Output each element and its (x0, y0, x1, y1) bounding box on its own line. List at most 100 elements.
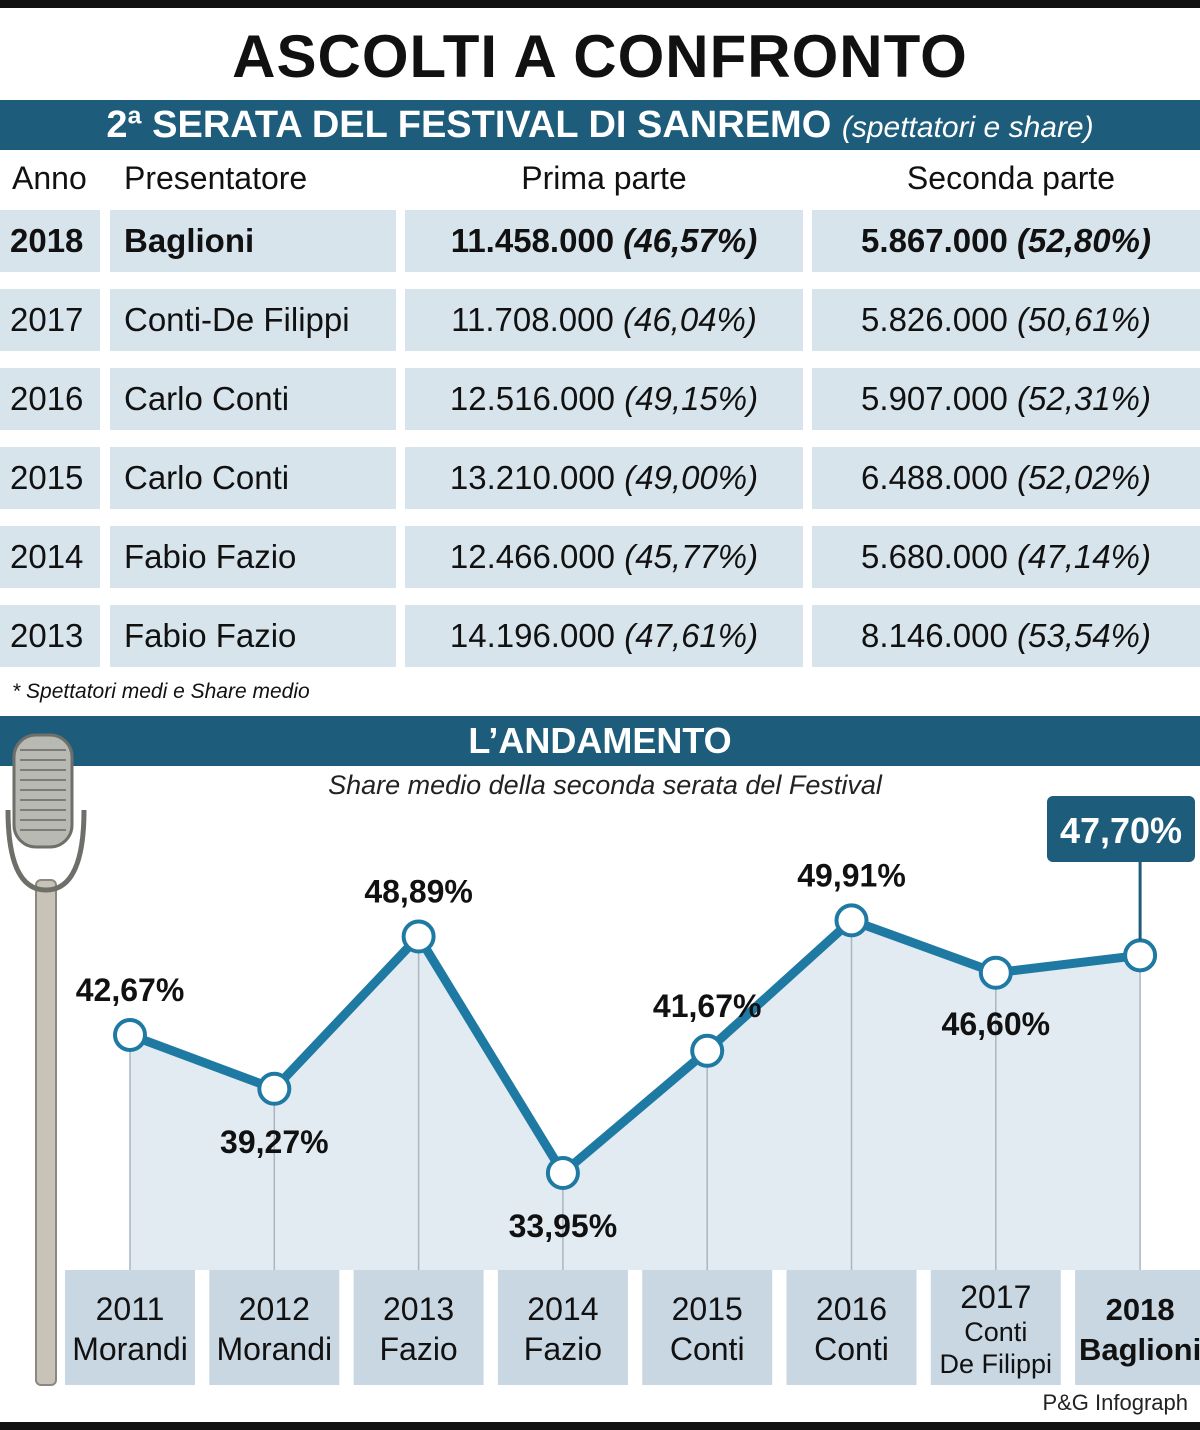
chart-subtitle: Share medio della seconda serata del Fes… (328, 770, 882, 800)
col-header-seconda: Seconda parte (906, 160, 1116, 196)
cell-seconda-parte: 8.146.000 (53,54%) (812, 605, 1200, 667)
cell-seconda-parte: 5.907.000 (52,31%) (812, 368, 1200, 430)
bottom-rule (0, 1422, 1200, 1430)
data-point (113, 1017, 147, 1052)
mic-stand (35, 879, 57, 1386)
seconda-share: (53,54%) (1017, 617, 1151, 654)
category-label: 2015 (672, 1291, 743, 1327)
cell-presentatore: Fabio Fazio (110, 526, 396, 588)
category-box (497, 1270, 628, 1385)
cell-seconda-parte: 5.867.000 (52,80%) (812, 210, 1200, 272)
cell-anno: 2016 (0, 368, 100, 430)
seconda-spettatori: 5.680.000 (861, 538, 1008, 575)
col-header-presentatore: Presentatore (124, 160, 308, 196)
category-label: Morandi (72, 1331, 188, 1367)
data-label: 46,60% (942, 1006, 1051, 1042)
cell-anno: 2013 (0, 605, 100, 667)
seconda-share: (52,80%) (1017, 222, 1151, 259)
data-label: 39,27% (220, 1124, 329, 1160)
data-point (401, 919, 436, 954)
cell-seconda-parte: 5.826.000 (50,61%) (812, 289, 1200, 351)
data-point (690, 1033, 725, 1068)
series-line (128, 915, 1141, 1178)
category-box (1075, 1270, 1200, 1385)
callout-box (1047, 796, 1195, 862)
chart-area (130, 920, 1141, 1270)
category-label: Fazio (524, 1331, 602, 1367)
cell-prima-parte: 12.466.000 (45,77%) (405, 526, 803, 588)
cell-anno: 2015 (0, 447, 100, 509)
data-point (545, 1156, 580, 1190)
cell-presentatore: Conti-De Filippi (110, 289, 396, 351)
cell-presentatore: Fabio Fazio (110, 605, 396, 667)
data-point (978, 955, 1013, 990)
page-title: ASCOLTI A CONFRONTO (232, 23, 968, 90)
cell-presentatore: Carlo Conti (110, 368, 396, 430)
seconda-spettatori: 5.867.000 (861, 222, 1008, 259)
table-heading-note: (spettatori e share) (841, 111, 1094, 144)
cell-seconda-parte: 5.680.000 (47,14%) (812, 526, 1200, 588)
prima-spettatori: 13.210.000 (449, 459, 616, 496)
category-label: Baglioni (1079, 1332, 1200, 1367)
data-point (257, 1071, 292, 1106)
mic-holder (5, 809, 87, 893)
data-point (1123, 938, 1158, 973)
category-label: De Filippi (940, 1349, 1053, 1379)
data-label-highlight: 47,70% (1060, 810, 1182, 851)
prima-share: (49,00%) (624, 459, 759, 496)
cell-prima-parte: 11.708.000 (46,04%) (405, 289, 803, 351)
category-label: Morandi (216, 1331, 332, 1367)
category-box (930, 1270, 1061, 1385)
credit: P&G Infograph (1042, 1390, 1188, 1415)
prima-share: (49,15%) (624, 380, 759, 417)
prima-spettatori: 11.458.000 (450, 222, 615, 259)
seconda-share: (47,14%) (1017, 538, 1151, 575)
cell-prima-parte: 11.458.000 (46,57%) (405, 210, 803, 272)
data-label: 42,67% (76, 972, 185, 1008)
top-rule (0, 0, 1200, 8)
category-box (353, 1270, 484, 1385)
category-box (65, 1270, 195, 1385)
table-heading: 2ª SERATA DEL FESTIVAL DI SANREMO (106, 104, 832, 146)
category-label: 2014 (527, 1291, 598, 1327)
data-label: 33,95% (509, 1208, 618, 1244)
category-label: Fazio (379, 1331, 457, 1367)
category-label: 2011 (96, 1291, 165, 1327)
category-label: Conti (814, 1331, 889, 1367)
seconda-spettatori: 5.907.000 (861, 380, 1008, 417)
prima-spettatori: 12.466.000 (449, 538, 616, 575)
cell-anno: 2014 (0, 526, 100, 588)
col-header-anno: Anno (12, 160, 87, 196)
category-label: Conti (670, 1331, 745, 1367)
prima-spettatori: 14.196.000 (449, 617, 616, 654)
footnote: * Spettatori medi e Share medio (12, 680, 310, 703)
seconda-spettatori: 8.146.000 (861, 617, 1008, 654)
data-label: 48,89% (364, 873, 473, 909)
table-heading-bar: 2ª SERATA DEL FESTIVAL DI SANREMO (spett… (0, 100, 1200, 150)
prima-spettatori: 12.516.000 (449, 380, 616, 417)
category-label: 2013 (383, 1291, 454, 1327)
prima-share: (46,04%) (622, 301, 757, 338)
trend-heading: L’ANDAMENTO (0, 716, 1200, 766)
category-label: 2018 (1106, 1292, 1175, 1327)
category-label: 2016 (816, 1291, 887, 1327)
col-header-prima: Prima parte (521, 160, 687, 196)
category-box (209, 1270, 340, 1385)
cell-anno: 2018 (0, 210, 100, 272)
seconda-spettatori: 5.826.000 (861, 301, 1008, 338)
cell-prima-parte: 12.516.000 (49,15%) (405, 368, 803, 430)
data-label: 49,91% (797, 857, 906, 893)
seconda-spettatori: 6.488.000 (861, 459, 1008, 496)
prima-share: (46,57%) (623, 222, 758, 259)
seconda-share: (52,02%) (1017, 459, 1151, 496)
data-point (834, 903, 869, 938)
cell-prima-parte: 14.196.000 (47,61%) (405, 605, 803, 667)
category-label: 2017 (960, 1279, 1031, 1315)
category-box (786, 1270, 917, 1385)
category-label: Conti (964, 1317, 1027, 1347)
data-label: 41,67% (653, 988, 762, 1024)
seconda-share: (52,31%) (1017, 380, 1151, 417)
prima-share: (45,77%) (624, 538, 759, 575)
prima-spettatori: 11.708.000 (451, 301, 614, 338)
